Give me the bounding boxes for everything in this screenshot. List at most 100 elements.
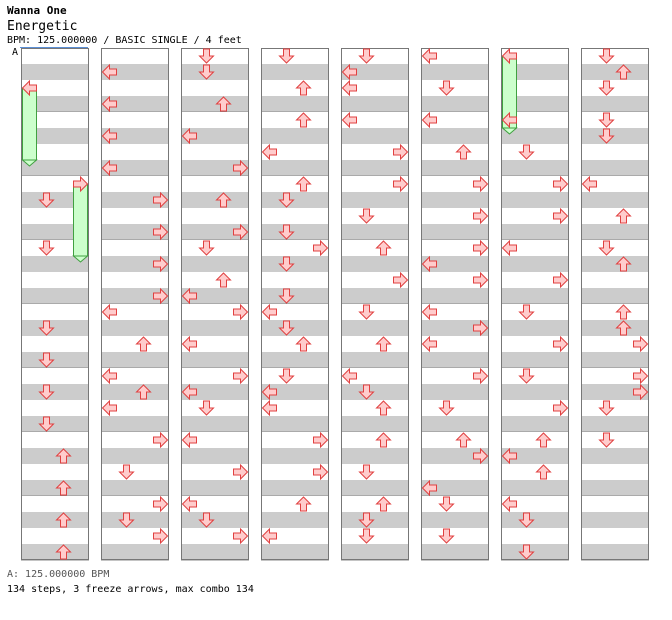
left-arrow-icon [101, 63, 117, 81]
down-arrow-icon [358, 384, 375, 400]
beat-stripe [181, 320, 249, 336]
beat-stripe [181, 160, 249, 176]
beat-stripe [181, 256, 249, 272]
left-arrow-icon [101, 399, 117, 417]
beat-stripe [421, 128, 489, 144]
beat-stripe [21, 224, 89, 240]
beat-stripe [421, 512, 489, 528]
right-arrow-icon [393, 175, 409, 193]
up-arrow-icon [375, 432, 392, 448]
freeze-arrow-tail [501, 127, 518, 135]
left-arrow-icon [261, 527, 277, 545]
beat-stripe [581, 544, 649, 560]
beat-stripe [21, 96, 89, 112]
beat-stripe [21, 512, 89, 528]
down-arrow-icon [38, 416, 55, 432]
down-arrow-icon [278, 224, 295, 240]
beat-stripe [181, 128, 249, 144]
beat-stripe [501, 512, 569, 528]
beat-stripe [101, 480, 169, 496]
column-border [181, 48, 249, 560]
beat-stripe [101, 256, 169, 272]
up-arrow-icon [55, 480, 72, 496]
up-arrow-icon [535, 432, 552, 448]
beat-stripe [261, 96, 329, 112]
beat-stripe [421, 192, 489, 208]
beat-stripe [341, 448, 409, 464]
right-arrow-icon [473, 271, 489, 289]
up-arrow-icon [295, 496, 312, 512]
beat-stripe [181, 192, 249, 208]
beat-stripe [21, 64, 89, 80]
beat-stripe [581, 480, 649, 496]
beat-stripe [181, 448, 249, 464]
beat-stripe [261, 160, 329, 176]
beat-stripe [581, 416, 649, 432]
beat-stripe [421, 288, 489, 304]
beat-stripe [181, 416, 249, 432]
left-arrow-icon [421, 47, 437, 65]
right-arrow-icon [233, 303, 249, 321]
beat-stripe [421, 448, 489, 464]
beat-stripe [181, 96, 249, 112]
beat-stripe [21, 384, 89, 400]
beat-stripe [261, 64, 329, 80]
beat-stripe [101, 96, 169, 112]
beat-stripe [261, 320, 329, 336]
up-arrow-icon [455, 432, 472, 448]
right-arrow-icon [153, 495, 169, 513]
beat-stripe [341, 544, 409, 560]
right-arrow-icon [233, 463, 249, 481]
down-arrow-icon [598, 432, 615, 448]
beat-stripe [341, 96, 409, 112]
down-arrow-icon [358, 528, 375, 544]
beat-stripe [581, 384, 649, 400]
left-arrow-icon [101, 95, 117, 113]
down-arrow-icon [438, 80, 455, 96]
beat-stripe [21, 320, 89, 336]
left-arrow-icon [341, 111, 357, 129]
beat-stripe [421, 256, 489, 272]
beat-stripe [341, 192, 409, 208]
left-arrow-icon [421, 255, 437, 273]
beat-stripe [501, 192, 569, 208]
left-arrow-icon [581, 175, 597, 193]
down-arrow-icon [438, 528, 455, 544]
left-arrow-icon [181, 431, 197, 449]
beat-stripe [501, 288, 569, 304]
beat-stripe [421, 352, 489, 368]
up-arrow-icon [615, 256, 632, 272]
beat-stripe [581, 160, 649, 176]
beat-stripe [261, 288, 329, 304]
left-arrow-icon [501, 239, 517, 257]
left-arrow-icon [421, 335, 437, 353]
freeze-arrow-tail [21, 159, 38, 167]
beat-stripe [421, 96, 489, 112]
right-arrow-icon [553, 335, 569, 353]
down-arrow-icon [598, 400, 615, 416]
down-arrow-icon [598, 80, 615, 96]
down-arrow-icon [38, 192, 55, 208]
up-arrow-icon [135, 384, 152, 400]
right-arrow-icon [313, 431, 329, 449]
right-arrow-icon [73, 175, 89, 193]
beat-stripe [581, 256, 649, 272]
freeze-arrow-body [22, 87, 37, 161]
beat-stripe [21, 448, 89, 464]
up-arrow-icon [375, 336, 392, 352]
beat-stripe [341, 384, 409, 400]
beat-stripe [181, 288, 249, 304]
down-arrow-icon [278, 192, 295, 208]
beat-stripe [261, 224, 329, 240]
down-arrow-icon [38, 240, 55, 256]
freeze-arrow-body [73, 183, 88, 257]
beat-stripe [581, 192, 649, 208]
down-arrow-icon [518, 304, 535, 320]
beat-stripe [341, 416, 409, 432]
beat-stripe [581, 320, 649, 336]
beat-stripe [21, 160, 89, 176]
up-arrow-icon [295, 336, 312, 352]
down-arrow-icon [278, 256, 295, 272]
down-arrow-icon [38, 384, 55, 400]
up-arrow-icon [215, 192, 232, 208]
